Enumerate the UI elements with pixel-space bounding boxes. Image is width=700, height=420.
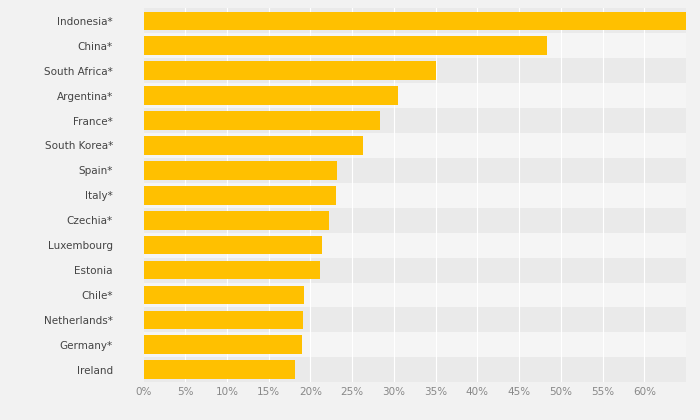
Ellipse shape [596, 205, 635, 220]
Bar [144, 310, 303, 329]
Bar [144, 211, 329, 230]
Polygon shape [365, 202, 419, 357]
Polygon shape [475, 94, 510, 139]
Bar [144, 286, 304, 304]
Bar [144, 58, 686, 83]
Polygon shape [576, 120, 623, 179]
Bar [144, 8, 686, 33]
Bar [144, 158, 686, 183]
Bar [144, 133, 686, 158]
Polygon shape [470, 91, 514, 146]
Polygon shape [608, 257, 666, 331]
Bar [144, 108, 686, 133]
Bar [144, 161, 337, 180]
Bar [144, 261, 321, 279]
Bar [144, 186, 336, 205]
Bar [144, 37, 547, 55]
Bar [144, 111, 379, 130]
Bar [144, 136, 363, 155]
Bar [144, 33, 686, 58]
Bar [144, 357, 686, 382]
Bar [144, 233, 686, 257]
Bar [144, 336, 302, 354]
Bar [144, 257, 686, 283]
Polygon shape [482, 257, 522, 320]
Polygon shape [380, 268, 412, 368]
Bar [144, 236, 322, 255]
Bar [144, 61, 435, 80]
Bar [144, 208, 686, 233]
Bar [144, 360, 295, 379]
Bar [144, 283, 686, 307]
Polygon shape [314, 83, 404, 220]
Polygon shape [514, 83, 647, 209]
Bar [144, 11, 700, 30]
Bar [144, 83, 686, 108]
Polygon shape [478, 135, 529, 320]
Bar [144, 307, 686, 332]
Bar [144, 86, 398, 105]
Bar [144, 332, 686, 357]
Bar [144, 183, 686, 208]
